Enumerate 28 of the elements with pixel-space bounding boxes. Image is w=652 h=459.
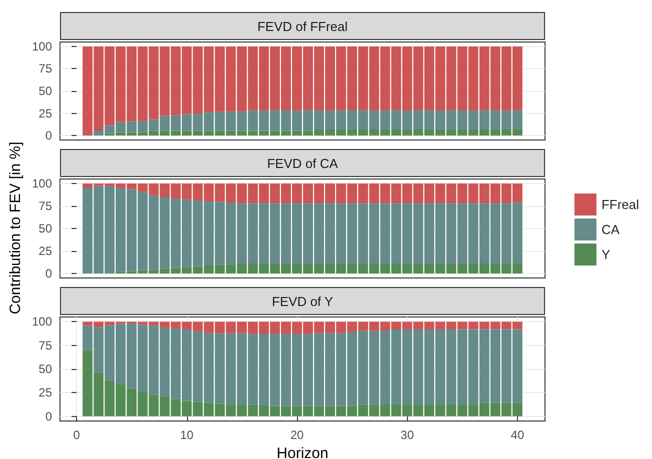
- legend-label: FFreal: [601, 197, 640, 212]
- x-tick-label: 10: [180, 428, 194, 442]
- chart-title: FEVD of Y: [272, 294, 334, 308]
- chart-title: FEVD of CA: [267, 156, 338, 170]
- y-tick-label: 50: [38, 222, 52, 236]
- y-tick-label: 75: [38, 338, 52, 352]
- y-tick-label: 75: [38, 199, 52, 213]
- x-tick-label: 0: [73, 428, 80, 442]
- x-tick-label: 40: [510, 428, 524, 442]
- y-tick-label: 0: [45, 266, 52, 280]
- x-tick-label: 20: [290, 428, 304, 442]
- y-tick-label: 0: [45, 128, 52, 143]
- y-tick-label: 50: [38, 362, 52, 376]
- y-tick-label: 25: [38, 106, 52, 120]
- y-tick-label: 25: [38, 386, 52, 400]
- y-tick-label: 75: [38, 62, 52, 76]
- chart-title: FEVD of FFreal: [257, 18, 348, 34]
- y-tick-label: 50: [38, 84, 52, 98]
- y-tick-label: 100: [32, 314, 52, 329]
- y-tick-label: 0: [45, 409, 52, 424]
- legend-label: Y: [601, 247, 610, 262]
- legend-label: CA: [601, 222, 620, 237]
- y-tick-label: 100: [32, 176, 52, 190]
- y-axis-title: Contribution to FEV [in %]: [6, 140, 25, 316]
- x-axis-title: Horizon: [276, 444, 328, 459]
- x-tick-label: 30: [400, 428, 414, 442]
- y-tick-label: 100: [32, 39, 52, 54]
- y-tick-label: 25: [38, 244, 52, 258]
